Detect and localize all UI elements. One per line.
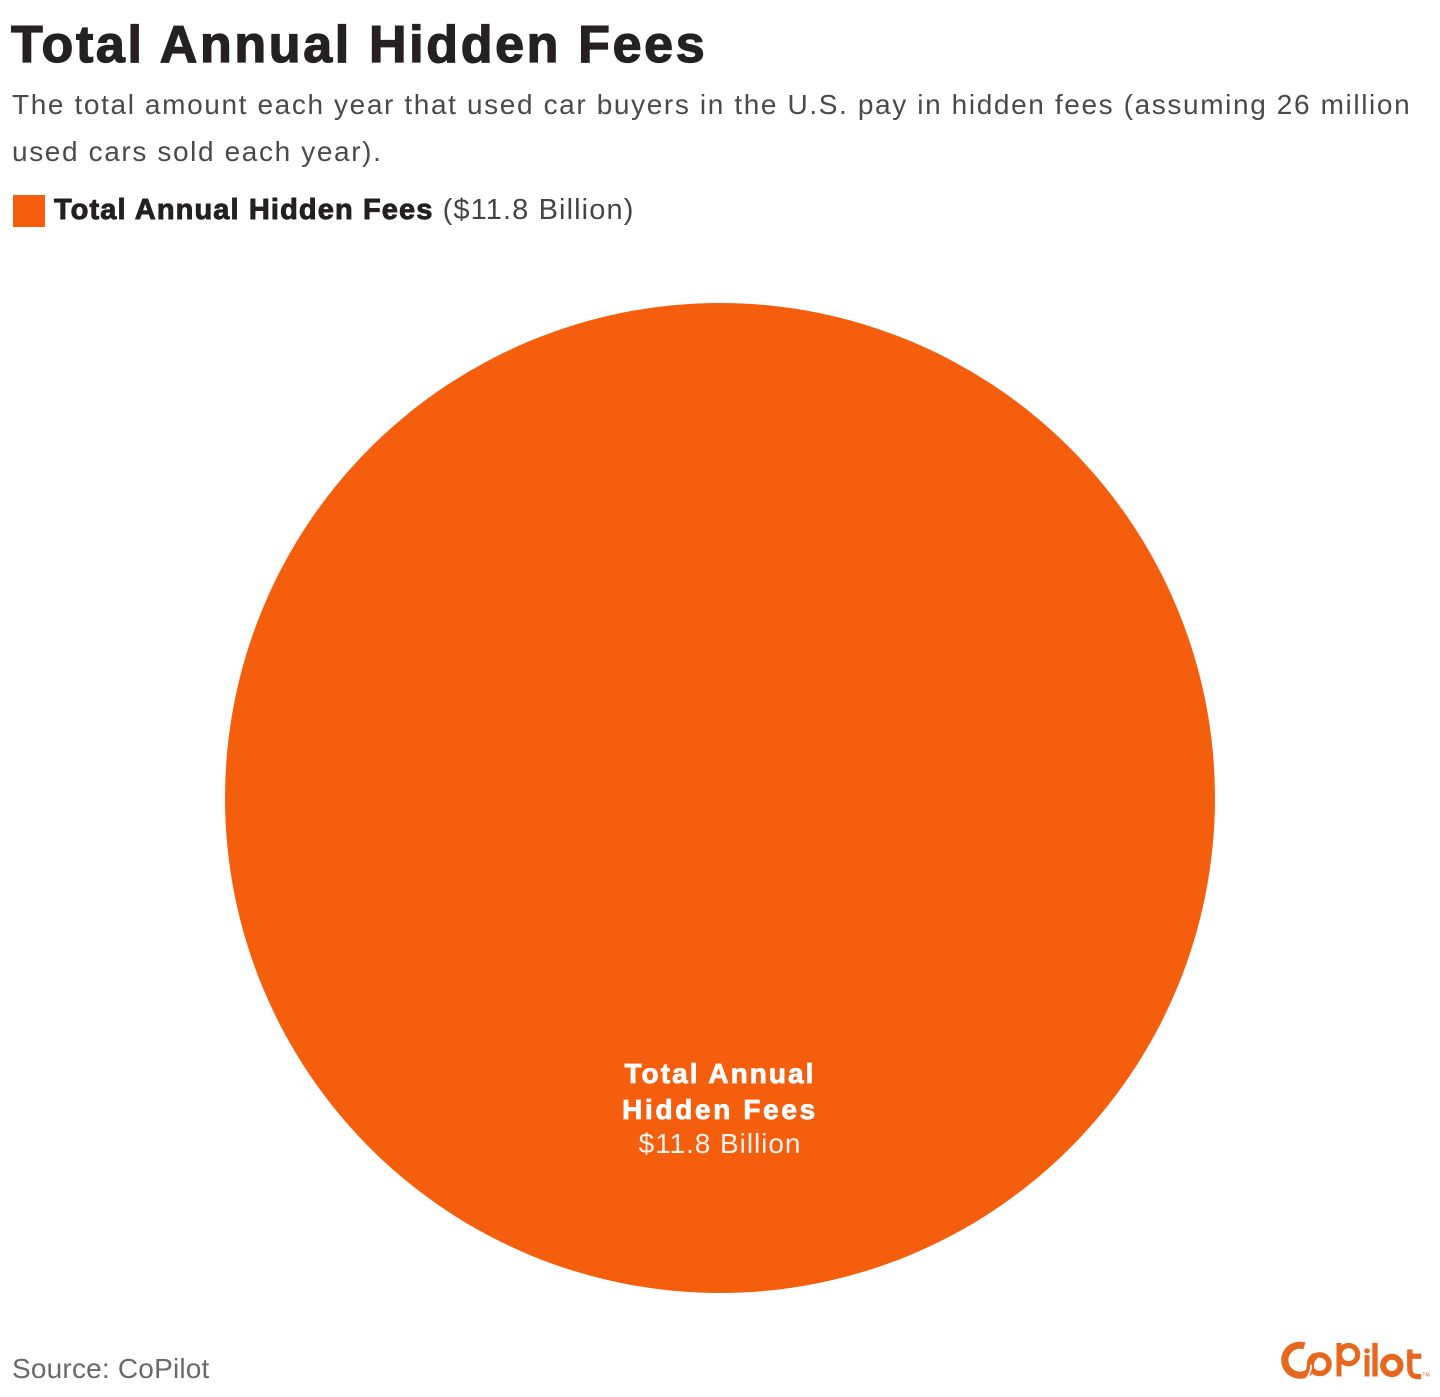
svg-text:TM: TM (1422, 1372, 1429, 1378)
